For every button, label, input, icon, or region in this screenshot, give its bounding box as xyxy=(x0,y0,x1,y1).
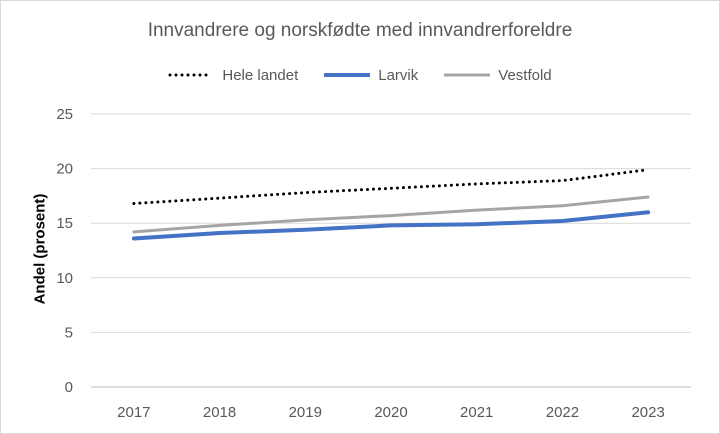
legend-label-larvik: Larvik xyxy=(378,66,419,84)
x-tick-label-2018: 2018 xyxy=(203,404,236,421)
legend-swatch-hele-landet xyxy=(168,73,214,77)
legend-label-vestfold: Vestfold xyxy=(498,66,552,84)
x-tick-label-2023: 2023 xyxy=(631,404,664,421)
x-tick-label-2021: 2021 xyxy=(460,404,493,421)
legend-label-hele-landet: Hele landet xyxy=(222,66,299,84)
series-line-larvik xyxy=(131,210,651,241)
legend-item-vestfold: Vestfold xyxy=(444,66,552,84)
y-tick-label-10: 10 xyxy=(56,270,73,287)
series-line-vestfold xyxy=(132,195,650,234)
legend-item-hele-landet: Hele landet xyxy=(168,67,298,84)
x-tick-label-2017: 2017 xyxy=(117,404,150,421)
legend-swatch-vestfold xyxy=(444,73,491,77)
x-tick-label-2019: 2019 xyxy=(289,404,322,421)
legend: Hele landet Larvik Vestfold xyxy=(1,64,719,86)
chart-title: Innvandrere og norskfødte med innvandrer… xyxy=(147,20,573,41)
y-tick-label-20: 20 xyxy=(56,161,73,178)
y-tick-label-5: 5 xyxy=(65,324,73,341)
y-tick-label-0: 0 xyxy=(65,379,73,396)
x-tick-label-2022: 2022 xyxy=(546,404,579,421)
y-tick-label-25: 25 xyxy=(56,106,73,123)
x-tick-label-2020: 2020 xyxy=(374,404,407,421)
series-line-hele-landet xyxy=(132,168,650,205)
y-tick-label-15: 15 xyxy=(56,215,73,232)
legend-swatch-larvik xyxy=(324,73,371,77)
legend-item-larvik: Larvik xyxy=(324,67,418,84)
